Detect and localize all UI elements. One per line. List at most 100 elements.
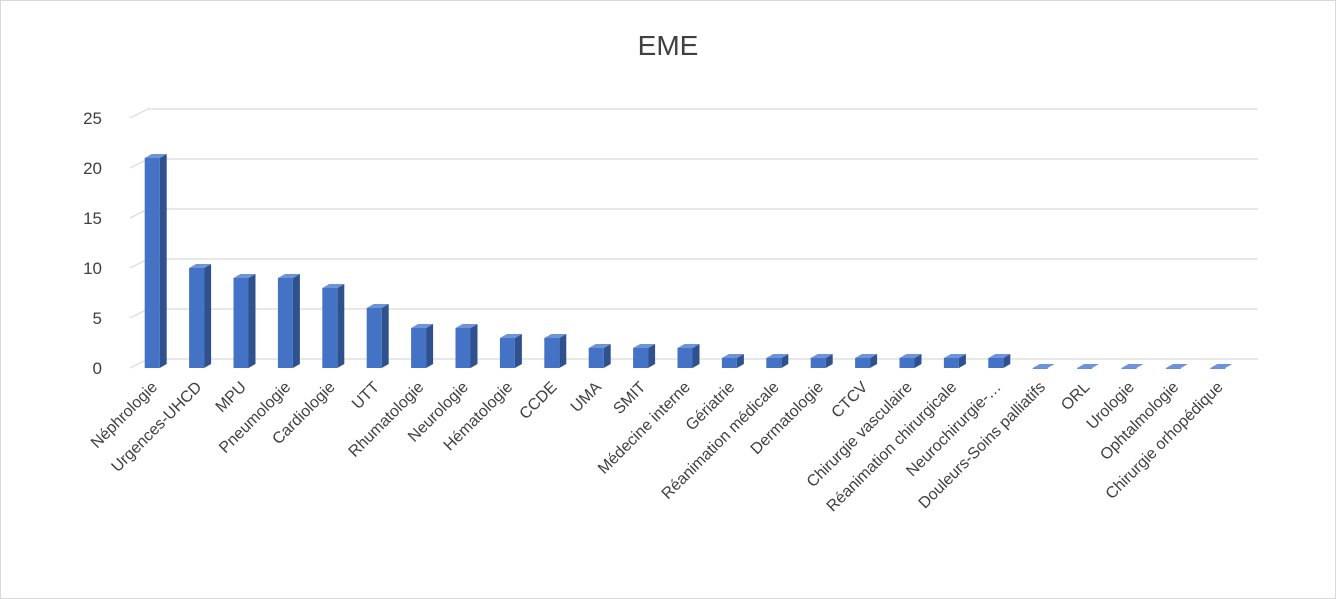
bar [988, 354, 1011, 368]
x-category-label: CCDE [517, 379, 561, 423]
bar-front [544, 338, 560, 368]
bar-side [381, 304, 389, 368]
bar-side [1003, 354, 1011, 368]
bar-side [870, 354, 878, 368]
bar [633, 344, 656, 368]
y-tick-label: 0 [93, 359, 102, 378]
bar-top [233, 274, 256, 278]
bar-top [1210, 364, 1233, 368]
bar-side [781, 354, 789, 368]
y-tick-label: 20 [83, 159, 102, 178]
bar-top [899, 354, 922, 358]
x-category-label: SMIT [610, 379, 649, 418]
bar-top [1121, 364, 1144, 368]
bar [277, 274, 300, 368]
bar-front [766, 358, 782, 368]
x-category-label: CTCV [829, 379, 872, 422]
bar [721, 354, 744, 368]
bar-front [588, 348, 604, 368]
bar-front [411, 328, 427, 368]
bar-front [499, 338, 515, 368]
bar-top [766, 354, 789, 358]
bar-front [277, 278, 293, 368]
bar-side [559, 334, 567, 368]
bar [677, 344, 700, 368]
bar-top [988, 354, 1011, 358]
y-tick-label: 5 [93, 309, 102, 328]
chart-title: EME [637, 30, 699, 61]
bar [1077, 364, 1100, 369]
bar-top [677, 344, 700, 348]
bar [189, 264, 212, 368]
bar-side [648, 344, 656, 368]
bar-side [825, 354, 833, 368]
bar [233, 274, 256, 368]
bar [322, 284, 345, 368]
bar [411, 324, 434, 368]
y-tick-label: 10 [83, 259, 102, 278]
gridline-depth [129, 108, 149, 119]
bar [588, 344, 611, 368]
bar-front [1165, 368, 1181, 369]
bar-top [322, 284, 345, 288]
bar-front [366, 308, 382, 368]
bar-top [810, 354, 833, 358]
bar-top [855, 354, 878, 358]
bar [499, 334, 522, 368]
bar-top [455, 324, 478, 328]
bar-top [1165, 364, 1188, 368]
bar-front [455, 328, 471, 368]
bar-side [914, 354, 922, 368]
bar-front [322, 288, 338, 368]
bar-front [855, 358, 871, 368]
bar-front [988, 358, 1004, 368]
bar-front [677, 348, 693, 368]
bar [1210, 364, 1233, 369]
bar-front [1210, 368, 1226, 369]
bar [766, 354, 789, 368]
bar-top [144, 154, 167, 158]
x-category-label: MPU [213, 379, 250, 416]
bar-side [958, 354, 966, 368]
bar-top [721, 354, 744, 358]
bar [1032, 364, 1055, 369]
bar [810, 354, 833, 368]
bar-side [248, 274, 256, 368]
bar [943, 354, 966, 368]
bar [1165, 364, 1188, 369]
bar-front [633, 348, 649, 368]
bar-front [899, 358, 915, 368]
bar-top [189, 264, 212, 268]
bar [144, 154, 167, 368]
bar [455, 324, 478, 368]
bar [1121, 364, 1144, 369]
y-tick-label: 25 [83, 109, 102, 128]
bar-side [159, 154, 167, 368]
bar-top [411, 324, 434, 328]
bar-top [277, 274, 300, 278]
bar-top [1077, 364, 1100, 368]
bar-front [1077, 368, 1093, 369]
bar-side [692, 344, 700, 368]
bar-side [426, 324, 434, 368]
bar [544, 334, 567, 368]
bar-top [633, 344, 656, 348]
bar-front [810, 358, 826, 368]
bar [366, 304, 389, 368]
bar-front [721, 358, 737, 368]
bar-front [1032, 368, 1048, 369]
bar-side [736, 354, 744, 368]
bar-front [943, 358, 959, 368]
bar-top [544, 334, 567, 338]
bar [899, 354, 922, 368]
bar-side [204, 264, 212, 368]
x-category-label: UMA [568, 379, 605, 416]
bar-top [366, 304, 389, 308]
bar-side [514, 334, 522, 368]
x-category-label: ORL [1058, 379, 1093, 414]
bar-top [499, 334, 522, 338]
bar-top [1032, 364, 1055, 368]
bar-side [337, 284, 345, 368]
bar-side [292, 274, 300, 368]
